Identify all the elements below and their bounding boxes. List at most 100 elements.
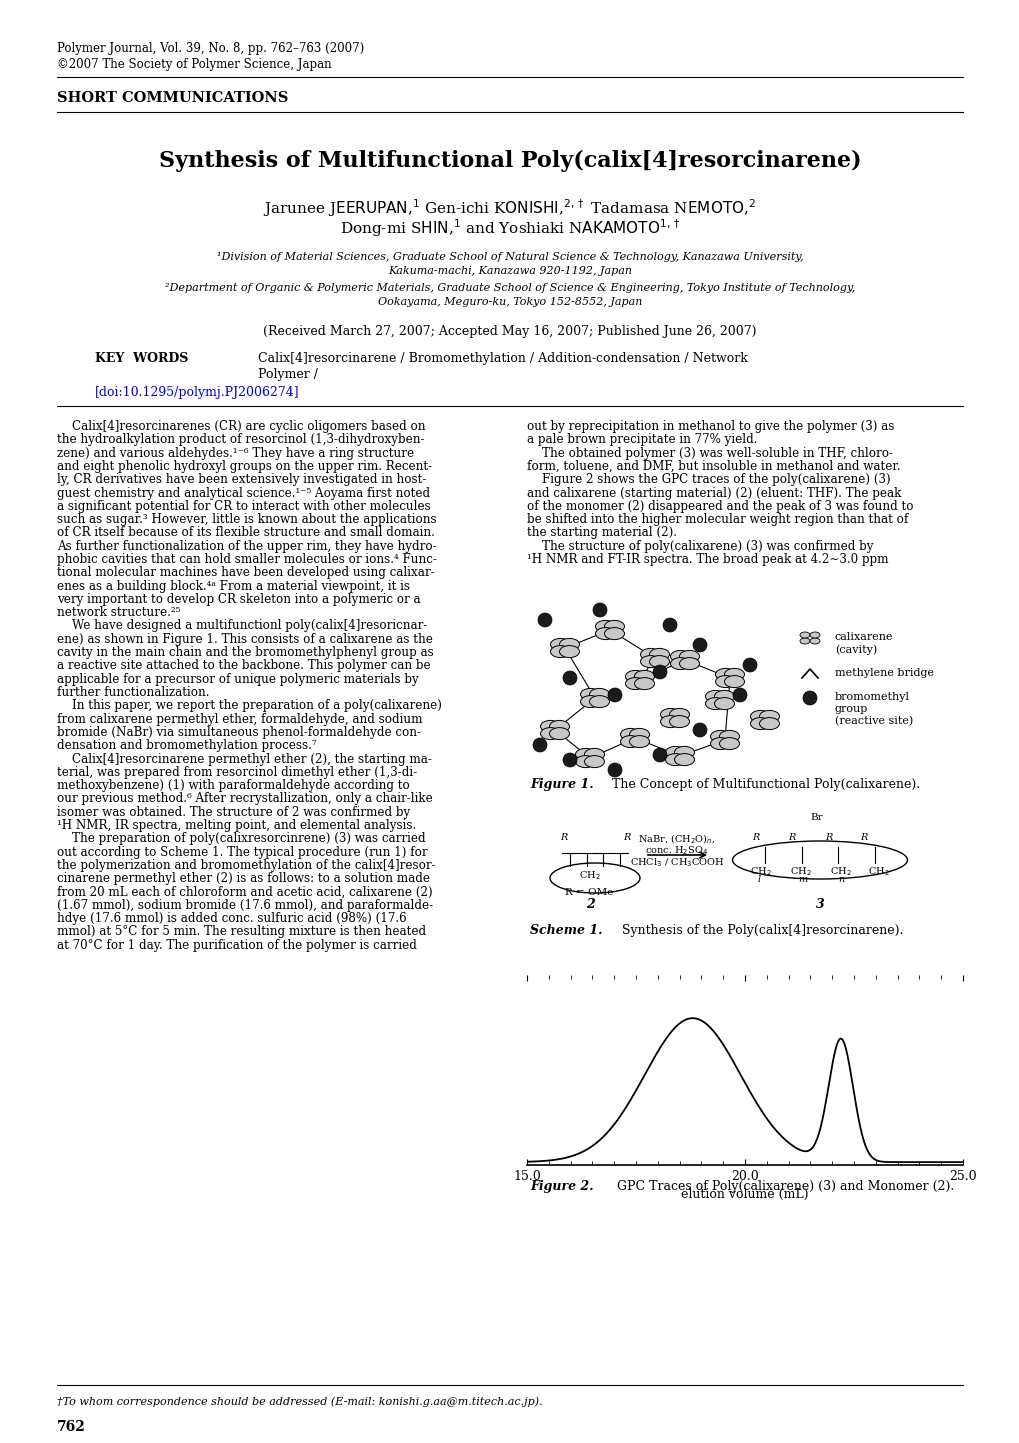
Text: of the monomer (2) disappeared and the peak of 3 was found to: of the monomer (2) disappeared and the p… (527, 499, 913, 512)
Text: tional molecular machines have been developed using calixar-: tional molecular machines have been deve… (57, 566, 434, 579)
Text: zene) and various aldehydes.¹⁻⁶ They have a ring structure: zene) and various aldehydes.¹⁻⁶ They hav… (57, 446, 414, 460)
Text: CH$_2$: CH$_2$ (829, 864, 851, 877)
Ellipse shape (669, 651, 690, 662)
Text: Synthesis of Multifunctional Poly(calix[4]resorcinarene): Synthesis of Multifunctional Poly(calix[… (159, 150, 860, 172)
Text: Ookayama, Meguro-ku, Tokyo 152-8552, Japan: Ookayama, Meguro-ku, Tokyo 152-8552, Jap… (377, 297, 642, 307)
Text: Calix[4]resorcinarenes (CR) are cyclic oligomers based on: Calix[4]resorcinarenes (CR) are cyclic o… (57, 420, 425, 433)
Ellipse shape (540, 720, 560, 733)
Ellipse shape (634, 678, 654, 690)
Ellipse shape (649, 655, 668, 668)
Text: ¹H NMR and FT-IR spectra. The broad peak at 4.2∼3.0 ppm: ¹H NMR and FT-IR spectra. The broad peak… (527, 553, 888, 566)
Ellipse shape (799, 632, 809, 638)
Text: The Concept of Multifunctional Poly(calixarene).: The Concept of Multifunctional Poly(cali… (599, 778, 919, 791)
Ellipse shape (750, 717, 769, 730)
Circle shape (733, 688, 746, 701)
Text: As further functionalization of the upper rim, they have hydro-: As further functionalization of the uppe… (57, 540, 436, 553)
Ellipse shape (640, 655, 660, 668)
Ellipse shape (723, 675, 744, 688)
Text: very important to develop CR skeleton into a polymeric or a: very important to develop CR skeleton in… (57, 593, 420, 606)
Ellipse shape (660, 709, 680, 720)
Ellipse shape (674, 746, 694, 759)
Ellipse shape (550, 638, 570, 651)
Ellipse shape (723, 668, 744, 681)
Text: Dong-mi S$\mathrm{HIN}$,$^1$ and Yoshiaki N$\mathrm{AKAMOTO}$$^{1,\dagger}$: Dong-mi S$\mathrm{HIN}$,$^1$ and Yoshiak… (339, 216, 680, 238)
Ellipse shape (549, 720, 569, 733)
Text: Polymer Journal, Vol. 39, No. 8, pp. 762–763 (2007): Polymer Journal, Vol. 39, No. 8, pp. 762… (57, 42, 364, 55)
Text: 762: 762 (57, 1420, 86, 1434)
Ellipse shape (584, 749, 604, 760)
Ellipse shape (809, 632, 819, 638)
Text: conc. H$_2$SO$_4$: conc. H$_2$SO$_4$ (645, 844, 708, 857)
Text: Br: Br (809, 812, 821, 823)
Ellipse shape (595, 628, 614, 639)
Text: In this paper, we report the preparation of a poly(calixarene): In this paper, we report the preparation… (57, 700, 441, 713)
Text: Kakuma-machi, Kanazawa 920-1192, Japan: Kakuma-machi, Kanazawa 920-1192, Japan (387, 266, 632, 276)
Ellipse shape (629, 736, 649, 747)
Text: Polymer /: Polymer / (258, 368, 318, 381)
Text: and eight phenolic hydroxyl groups on the upper rim. Recent-: and eight phenolic hydroxyl groups on th… (57, 460, 432, 473)
Ellipse shape (540, 727, 560, 740)
Circle shape (662, 618, 677, 632)
Circle shape (652, 665, 666, 680)
Text: methoxybenzene) (1) with paraformaldehyde according to: methoxybenzene) (1) with paraformaldehyd… (57, 779, 410, 792)
Ellipse shape (759, 717, 779, 730)
Text: The obtained polymer (3) was well-soluble in THF, chloro-: The obtained polymer (3) was well-solubl… (527, 446, 892, 460)
Ellipse shape (660, 716, 680, 727)
Circle shape (802, 691, 816, 706)
Text: R: R (788, 833, 795, 843)
Text: further functionalization.: further functionalization. (57, 685, 209, 698)
Text: CH$_2$: CH$_2$ (749, 864, 770, 877)
Text: our previous method.⁶ After recrystallization, only a chair-like: our previous method.⁶ After recrystalliz… (57, 792, 432, 805)
Text: CH$_2$: CH$_2$ (790, 864, 811, 877)
Text: The preparation of poly(calixresorcinrene) (3) was carried: The preparation of poly(calixresorcinren… (57, 833, 425, 846)
Ellipse shape (674, 753, 694, 766)
Text: the starting material (2).: the starting material (2). (527, 527, 677, 540)
Text: Jarunee J$\mathrm{EERUPAN}$,$^1$ Gen-ichi K$\mathrm{ONISHI}$,$^{2,\dagger}$ Tada: Jarunee J$\mathrm{EERUPAN}$,$^1$ Gen-ich… (263, 198, 756, 219)
Ellipse shape (649, 648, 668, 661)
Text: n: n (838, 874, 844, 885)
X-axis label: elution volume (mL): elution volume (mL) (681, 1189, 808, 1202)
Text: KEY  WORDS: KEY WORDS (95, 352, 189, 365)
Text: at 70°C for 1 day. The purification of the polymer is carried: at 70°C for 1 day. The purification of t… (57, 939, 417, 952)
Text: be shifted into the higher molecular weight region than that of: be shifted into the higher molecular wei… (527, 514, 908, 527)
Ellipse shape (604, 620, 624, 632)
Ellipse shape (584, 756, 604, 768)
Text: and calixarene (starting material) (2) (eluent: THF). The peak: and calixarene (starting material) (2) (… (527, 486, 901, 499)
Circle shape (533, 737, 546, 752)
Text: ²Department of Organic & Polymeric Materials, Graduate School of Science & Engin: ²Department of Organic & Polymeric Mater… (165, 283, 854, 293)
Ellipse shape (629, 729, 649, 740)
Ellipse shape (595, 620, 614, 632)
Text: Scheme 1.: Scheme 1. (530, 924, 602, 937)
Circle shape (692, 723, 706, 737)
Ellipse shape (799, 638, 809, 644)
Ellipse shape (718, 730, 739, 742)
Ellipse shape (620, 736, 640, 747)
Text: The structure of poly(calixarene) (3) was confirmed by: The structure of poly(calixarene) (3) wa… (527, 540, 872, 553)
Text: from calixarene permethyl ether, formaldehyde, and sodium: from calixarene permethyl ether, formald… (57, 713, 422, 726)
Circle shape (537, 613, 551, 628)
Text: l: l (757, 874, 760, 885)
Ellipse shape (625, 671, 645, 683)
Text: methylene bridge: methylene bridge (835, 668, 933, 678)
Text: phobic cavities that can hold smaller molecules or ions.⁴ Func-: phobic cavities that can hold smaller mo… (57, 553, 436, 566)
Text: ene) as shown in Figure 1. This consists of a calixarene as the: ene) as shown in Figure 1. This consists… (57, 633, 432, 646)
Ellipse shape (664, 753, 685, 766)
Text: hdye (17.6 mmol) is added conc. sulfuric acid (98%) (17.6: hdye (17.6 mmol) is added conc. sulfuric… (57, 912, 407, 925)
Text: Synthesis of the Poly(calix[4]resorcinarene).: Synthesis of the Poly(calix[4]resorcinar… (609, 924, 903, 937)
Ellipse shape (625, 678, 645, 690)
Text: densation and bromomethylation process.⁷: densation and bromomethylation process.⁷ (57, 739, 316, 752)
Text: GPC Traces of Poly(calixarene) (3) and Monomer (2).: GPC Traces of Poly(calixarene) (3) and M… (604, 1180, 954, 1193)
Ellipse shape (580, 696, 600, 707)
Circle shape (692, 638, 706, 652)
Text: R: R (623, 833, 630, 843)
Text: from 20 mL each of chloroform and acetic acid, calixarene (2): from 20 mL each of chloroform and acetic… (57, 886, 432, 899)
Text: R: R (859, 833, 866, 843)
Ellipse shape (559, 638, 579, 651)
Text: enes as a building block.⁴ᵃ From a material viewpoint, it is: enes as a building block.⁴ᵃ From a mater… (57, 580, 410, 593)
Ellipse shape (575, 756, 595, 768)
Text: cavity in the main chain and the bromomethylphenyl group as: cavity in the main chain and the bromome… (57, 646, 433, 659)
Text: [doi:10.1295/polymj.PJ2006274]: [doi:10.1295/polymj.PJ2006274] (95, 385, 300, 400)
Text: mmol) at 5°C for 5 min. The resulting mixture is then heated: mmol) at 5°C for 5 min. The resulting mi… (57, 925, 426, 938)
Ellipse shape (705, 690, 725, 703)
Circle shape (652, 747, 666, 762)
